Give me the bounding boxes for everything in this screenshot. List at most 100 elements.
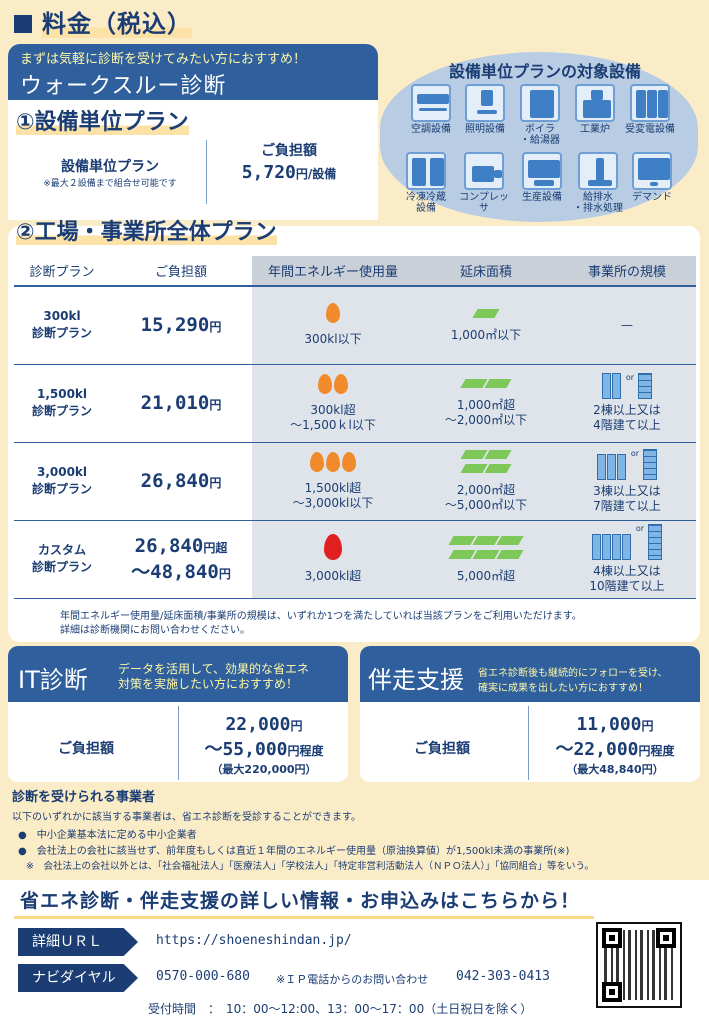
url-tag: 詳細ＵＲＬ — [18, 928, 138, 956]
cta-url[interactable]: https://shoeneshindan.jp/ — [156, 933, 352, 948]
building-icon: or — [558, 524, 696, 560]
flame-icons — [252, 451, 414, 475]
equipment-panel — [380, 52, 698, 222]
it-price-2: ～55,000 — [204, 739, 288, 760]
plan1-name-block: 設備単位プラン ※最大２設備まで組合せ可能です — [30, 156, 190, 189]
equipment-label: 生産設備 — [522, 192, 562, 203]
eligibility-note: ※ 会社法上の会社以外とは、「社会福祉法人」「医療法人」「学校法人」「特定非営利… — [26, 861, 594, 872]
price-unit: 円 — [209, 320, 222, 335]
cta-hours: 受付時間 ： 10：00～12:00、13：00～17：00（土日祝日を除く） — [148, 1002, 533, 1016]
it-unit-2: 円程度 — [287, 744, 324, 758]
plan1-divider — [206, 140, 207, 204]
walkthrough-subtitle: まずは気軽に診断を受けてみたい方におすすめ！ — [20, 52, 307, 67]
table-note-text: 年間エネルギー使用量/延床面積/事業所の規模は、いずれか1つを満たしていれば当該… — [60, 611, 582, 636]
eligibility-item-2: ● 会社法上の会社に該当せず、前年度もしくは直近１年間のエネルギー使用量（原油換… — [18, 846, 570, 857]
cell-energy: 300kl以下 — [252, 286, 414, 365]
it-unit-1: 円 — [290, 719, 303, 733]
cell-energy: 3,000kl超 — [252, 520, 414, 599]
cell-scale: or 2棟以上又は 4階建て以上 — [558, 364, 696, 443]
it-bar — [8, 646, 348, 702]
plan-table-body: 300kl 診断プラン 15,290円 300kl以下 1,000㎡以下 —1,500kl… — [14, 286, 696, 599]
plan1-price: 5,720 — [241, 162, 296, 183]
equipment-item: 給排水 ・排水処理 — [570, 152, 626, 214]
price-unit: 円超 — [203, 540, 228, 555]
flame-icon — [310, 451, 324, 472]
lighting-icon — [465, 84, 505, 122]
water-icon — [578, 152, 618, 190]
cell-price: 15,290円 — [110, 286, 252, 365]
equipment-item: 空調設備 — [403, 84, 459, 135]
plan2-heading: ②工場・事業所全体プラン — [16, 220, 277, 245]
support-bar — [360, 646, 700, 702]
plan1-price-block: ご負担額 5,720円/設備 — [214, 140, 364, 183]
price-value: 21,010 — [140, 392, 210, 414]
cell-price: 21,010円 — [110, 364, 252, 443]
price-unit: 円 — [209, 398, 222, 412]
equipment-label: 冷凍冷蔵 設備 — [406, 192, 446, 214]
cell-area: 1,000㎡超 ～2,000㎡以下 — [414, 364, 558, 443]
plan1-price-label: ご負担額 — [261, 143, 317, 159]
equipment-label: 照明設備 — [465, 124, 505, 135]
cell-plan: 300kl 診断プラン — [14, 286, 110, 365]
price-unit: 円 — [209, 476, 222, 490]
plan1-price-unit: 円/設備 — [295, 167, 337, 181]
header-area: 延床面積 — [414, 256, 558, 287]
substation-icon — [630, 84, 670, 122]
it-price-1: 22,000 — [225, 714, 291, 735]
qr-code-icon[interactable] — [596, 922, 682, 1008]
flame-icon — [342, 451, 356, 472]
cta-ip-number[interactable]: 042-303-0413 — [456, 969, 550, 984]
it-subtitle: データを活用して、効果的な省エネ 対策を実施したい方におすすめ！ — [118, 662, 310, 691]
eligibility-item-1: ● 中小企業基本法に定める中小企業者 — [18, 830, 197, 841]
it-price-label: ご負担額 — [58, 741, 114, 757]
support-max: （最大48,840円） — [566, 763, 664, 776]
plan1-note: ※最大２設備まで組合せ可能です — [43, 179, 177, 189]
cell-price: 26,840円超 ～48,840円 — [110, 520, 252, 599]
refrigerator-icon — [406, 152, 446, 190]
furnace-icon — [575, 84, 615, 122]
flame-icons — [252, 534, 414, 563]
production-icon — [522, 152, 562, 190]
equipment-item: 照明設備 — [457, 84, 513, 135]
floor-area-icon — [414, 449, 558, 477]
or-label: or — [630, 448, 640, 458]
qr-finder — [602, 928, 622, 948]
price-unit: 円 — [218, 566, 231, 581]
support-price-2: ～22,000 — [555, 739, 639, 760]
header-plan: 診断プラン — [14, 256, 110, 287]
air-conditioner-icon — [411, 84, 451, 122]
flame-icons — [252, 303, 414, 326]
floor-area-icon — [414, 308, 558, 322]
equipment-item: 受変電設備 — [622, 84, 678, 135]
equipment-item: コンプレッサ — [456, 152, 512, 214]
floor-area-icon — [414, 378, 558, 392]
equipment-label: コンプレッサ — [459, 192, 509, 214]
dial-tag: ナビダイヤル — [18, 964, 138, 992]
page-title: 料金（税込） — [42, 10, 192, 38]
flame-icon — [318, 373, 332, 394]
or-label: or — [625, 373, 635, 382]
support-unit-1: 円 — [641, 719, 654, 733]
header-energy: 年間エネルギー使用量 — [252, 256, 414, 287]
flame-icon — [324, 534, 342, 560]
support-divider — [528, 706, 529, 780]
boiler-icon — [520, 84, 560, 122]
cell-plan: 1,500kl 診断プラン — [14, 364, 110, 443]
cell-price: 26,840円 — [110, 442, 252, 521]
equipment-label: 空調設備 — [411, 124, 451, 135]
square-bullet-icon — [14, 15, 32, 33]
cell-plan: カスタム 診断プラン — [14, 520, 110, 599]
table-row: 300kl 診断プラン 15,290円 300kl以下 1,000㎡以下 — — [14, 286, 696, 365]
cta-dial-number[interactable]: 0570-000-680 — [156, 969, 250, 984]
cta-heading: 省エネ診断・伴走支援の詳しい情報・お申込みはこちらから！ — [20, 890, 581, 912]
table-header-row: 診断プラン ご負担額 年間エネルギー使用量 延床面積 事業所の規模 — [14, 256, 696, 287]
compressor-icon — [464, 152, 504, 190]
equipment-item: 工業炉 — [567, 84, 623, 135]
flame-icon — [334, 373, 348, 394]
it-max: （最大220,000円） — [211, 763, 317, 776]
cell-scale: or 3棟以上又は 7階建て以上 — [558, 442, 696, 521]
qr-finder — [656, 928, 676, 948]
plan1-name: 設備単位プラン — [61, 159, 159, 175]
table-row: カスタム 診断プラン 26,840円超 ～48,840円 3,000kl超 5,000㎡超… — [14, 520, 696, 599]
support-unit-2: 円程度 — [638, 744, 675, 758]
